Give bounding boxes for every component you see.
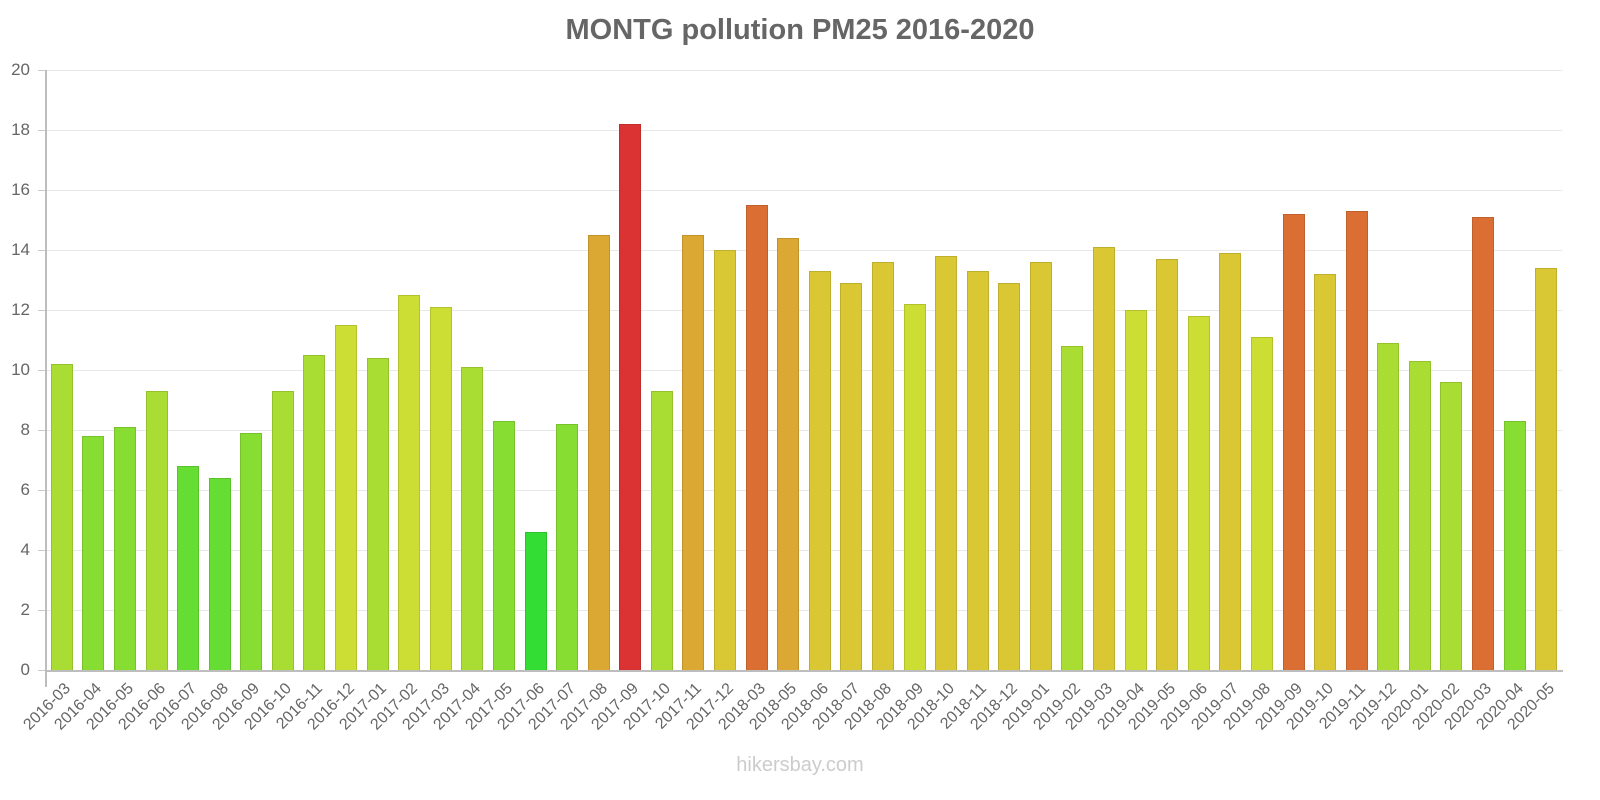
bar-2018-07[interactable] (840, 283, 863, 670)
bar-2016-10[interactable] (271, 391, 294, 670)
bar-2018-12[interactable] (998, 283, 1021, 670)
y-tick-label: 18 (11, 120, 30, 139)
bar-2018-03[interactable] (745, 205, 768, 670)
bar-2018-05[interactable] (777, 238, 800, 670)
bar-2016-06[interactable] (145, 391, 168, 670)
bar-2019-12[interactable] (1377, 343, 1400, 670)
bar-2017-10[interactable] (650, 391, 673, 670)
gridline (46, 430, 1562, 431)
watermark: hikersbay.com (736, 754, 864, 776)
bar-2019-02[interactable] (1061, 346, 1084, 670)
bar-2019-06[interactable] (1187, 316, 1210, 670)
bar-2016-08[interactable] (208, 478, 231, 670)
bar-2019-11[interactable] (1345, 211, 1368, 670)
y-tick-label: 14 (11, 240, 30, 259)
y-tick-mark (38, 70, 46, 71)
bar-2017-05[interactable] (492, 421, 515, 670)
bar-2020-04[interactable] (1503, 421, 1526, 670)
y-tick-mark (38, 610, 46, 611)
y-tick-mark (38, 550, 46, 551)
bar-2019-05[interactable] (1156, 259, 1179, 670)
y-tick-mark (38, 370, 46, 371)
y-tick-label: 8 (20, 420, 30, 439)
y-tick-mark (38, 490, 46, 491)
gridline (46, 130, 1562, 131)
bar-2020-05[interactable] (1535, 268, 1558, 670)
gridline (46, 370, 1562, 371)
y-tick-mark (38, 310, 46, 311)
bar-2018-10[interactable] (935, 256, 958, 670)
bar-2019-08[interactable] (1250, 337, 1273, 670)
bar-2017-08[interactable] (587, 235, 610, 670)
bar-2018-11[interactable] (966, 271, 989, 670)
y-tick-mark (38, 250, 46, 251)
gridline (46, 70, 1562, 71)
gridline (46, 310, 1562, 311)
bar-2019-09[interactable] (1282, 214, 1305, 670)
y-tick-label: 16 (11, 180, 30, 199)
bar-2020-02[interactable] (1440, 382, 1463, 670)
y-tick-label: 12 (11, 300, 30, 319)
y-tick-label: 10 (11, 360, 30, 379)
bar-2019-03[interactable] (1093, 247, 1116, 670)
bar-2017-01[interactable] (366, 358, 389, 670)
bar-2020-03[interactable] (1472, 217, 1495, 670)
bar-2017-06[interactable] (524, 532, 547, 670)
bar-2016-05[interactable] (113, 427, 136, 670)
bar-2018-06[interactable] (808, 271, 831, 670)
chart-title: MONTG pollution PM25 2016-2020 (565, 14, 1035, 46)
plot-area (46, 70, 1562, 670)
y-tick-label: 6 (20, 480, 30, 499)
y-axis-line (45, 70, 47, 687)
y-tick-mark (38, 190, 46, 191)
bar-2019-07[interactable] (1219, 253, 1242, 670)
bar-2016-12[interactable] (335, 325, 358, 670)
bar-2016-09[interactable] (240, 433, 263, 670)
bar-2019-04[interactable] (1124, 310, 1147, 670)
bar-2019-10[interactable] (1314, 274, 1337, 670)
bar-2019-01[interactable] (1029, 262, 1052, 670)
y-tick-label: 0 (20, 660, 30, 679)
gridline (46, 490, 1562, 491)
y-tick-mark (38, 670, 46, 671)
bar-2017-09[interactable] (619, 124, 642, 670)
bar-2018-08[interactable] (871, 262, 894, 670)
bar-2020-01[interactable] (1408, 361, 1431, 670)
y-tick-mark (38, 430, 46, 431)
bar-2017-04[interactable] (461, 367, 484, 670)
bar-2017-02[interactable] (398, 295, 421, 670)
bar-2016-03[interactable] (50, 364, 73, 670)
bar-2016-04[interactable] (82, 436, 105, 670)
bar-2018-09[interactable] (903, 304, 926, 670)
y-tick-label: 2 (20, 600, 30, 619)
y-tick-mark (38, 130, 46, 131)
y-tick-label: 20 (11, 60, 30, 79)
gridline (46, 250, 1562, 251)
x-axis-line (45, 670, 1563, 672)
bar-2017-11[interactable] (682, 235, 705, 670)
gridline (46, 550, 1562, 551)
y-tick-label: 4 (20, 540, 30, 559)
bar-2017-12[interactable] (714, 250, 737, 670)
gridline (46, 610, 1562, 611)
bar-2017-03[interactable] (429, 307, 452, 670)
bar-2016-11[interactable] (303, 355, 326, 670)
bar-2016-07[interactable] (177, 466, 200, 670)
bar-2017-07[interactable] (556, 424, 579, 670)
gridline (46, 190, 1562, 191)
